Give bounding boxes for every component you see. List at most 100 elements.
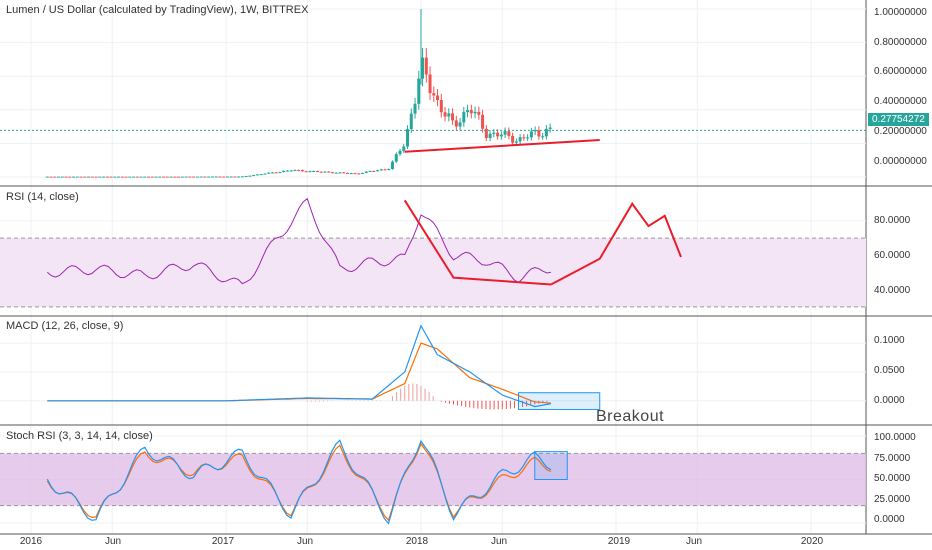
stoch-highlight-box	[534, 451, 568, 481]
candle-body	[447, 113, 451, 117]
macd-tick: 0.1000	[874, 335, 905, 346]
candle-body	[237, 176, 241, 178]
candle-body	[413, 103, 417, 114]
candle-body	[49, 176, 53, 178]
candle-body	[248, 175, 252, 177]
candle-body	[214, 176, 218, 178]
candle-body	[109, 176, 113, 178]
candle-body	[180, 176, 184, 178]
candle-body	[169, 176, 173, 178]
candle-body	[537, 130, 541, 137]
candle-body	[210, 176, 214, 178]
candle-body	[240, 176, 244, 178]
candle-body	[518, 137, 522, 142]
candle-body	[488, 133, 492, 139]
candle-body	[274, 172, 278, 174]
stoch-k-line	[46, 439, 552, 525]
candle-body	[154, 176, 158, 178]
candle-body	[432, 93, 436, 96]
candle-body	[379, 169, 383, 171]
candle-body	[83, 176, 87, 178]
candle-body	[128, 176, 132, 178]
x-axis-label: 2019	[607, 536, 631, 547]
candle-body	[507, 131, 511, 136]
stoch-pane-title: Stoch RSI (3, 3, 14, 14, close)	[6, 430, 153, 442]
candle-body	[511, 135, 515, 143]
candle-body	[188, 176, 192, 178]
x-axis-label: 2018	[405, 536, 429, 547]
candle-body	[135, 176, 139, 178]
price-pane-title: Lumen / US Dollar (calculated by Trading…	[6, 4, 309, 16]
x-axis-label: Jun	[490, 536, 508, 547]
candle-body	[75, 176, 79, 178]
candle-body	[522, 137, 526, 139]
candle-body	[469, 110, 473, 114]
price-tick: 1.00000000	[874, 7, 927, 18]
candle-body	[406, 129, 410, 147]
stoch-tick: 25.0000	[874, 494, 911, 505]
candle-body	[319, 171, 323, 173]
candle-body	[544, 128, 548, 137]
candle-body	[529, 131, 533, 138]
candle-body	[270, 172, 274, 174]
candle-body	[222, 176, 226, 178]
candle-body	[72, 176, 76, 178]
candle-body	[113, 176, 117, 178]
candle-body	[421, 57, 425, 79]
x-axis-label: Jun	[104, 536, 122, 547]
candle-body	[203, 176, 207, 178]
candle-body	[496, 132, 500, 137]
candle-body	[473, 111, 477, 114]
candle-body	[323, 171, 327, 173]
macd-line	[47, 324, 552, 408]
candle-body	[526, 137, 530, 139]
candle-body	[297, 170, 301, 172]
candle-body	[342, 172, 346, 174]
candle-body	[282, 170, 286, 173]
macd-signal-line	[47, 342, 552, 404]
candle-body	[345, 172, 349, 174]
rsi-pane-title: RSI (14, close)	[6, 191, 79, 203]
candle-body	[45, 176, 49, 178]
candle-body	[218, 176, 222, 178]
candle-body	[353, 173, 357, 175]
candle-body	[499, 134, 503, 137]
candle-body	[492, 132, 496, 134]
candle-body	[117, 176, 121, 178]
candle-body	[259, 174, 263, 176]
candle-body	[120, 176, 124, 178]
candle-body	[462, 112, 466, 123]
candle-body	[533, 130, 537, 132]
candle-body	[308, 171, 312, 173]
candle-body	[312, 171, 316, 173]
candle-body	[184, 176, 188, 178]
candle-body	[255, 174, 259, 176]
candle-body	[293, 170, 297, 172]
candle-body	[289, 170, 293, 172]
rsi-divergence-drawing	[403, 199, 552, 286]
breakout-box	[518, 392, 601, 410]
candle-body	[477, 111, 481, 115]
candle-body	[105, 176, 109, 178]
candle-body	[548, 127, 552, 129]
candle-body	[285, 170, 289, 172]
candle-body	[60, 176, 64, 178]
candle-body	[357, 173, 361, 175]
x-axis-label: 2020	[800, 536, 824, 547]
candle-body	[162, 176, 166, 178]
stoch-tick: 0.0000	[874, 514, 905, 525]
candle-body	[244, 175, 248, 177]
candle-body	[225, 176, 229, 178]
rsi-tick: 60.0000	[874, 250, 911, 261]
candle-body	[368, 171, 372, 173]
candle-body	[229, 176, 233, 178]
price-tick: 0.40000000	[874, 96, 927, 107]
candle-body	[394, 154, 398, 162]
candle-body	[304, 171, 308, 173]
stoch-tick: 75.0000	[874, 453, 911, 464]
candle-body	[87, 176, 91, 178]
candle-body	[143, 176, 147, 178]
candle-body	[387, 169, 391, 171]
